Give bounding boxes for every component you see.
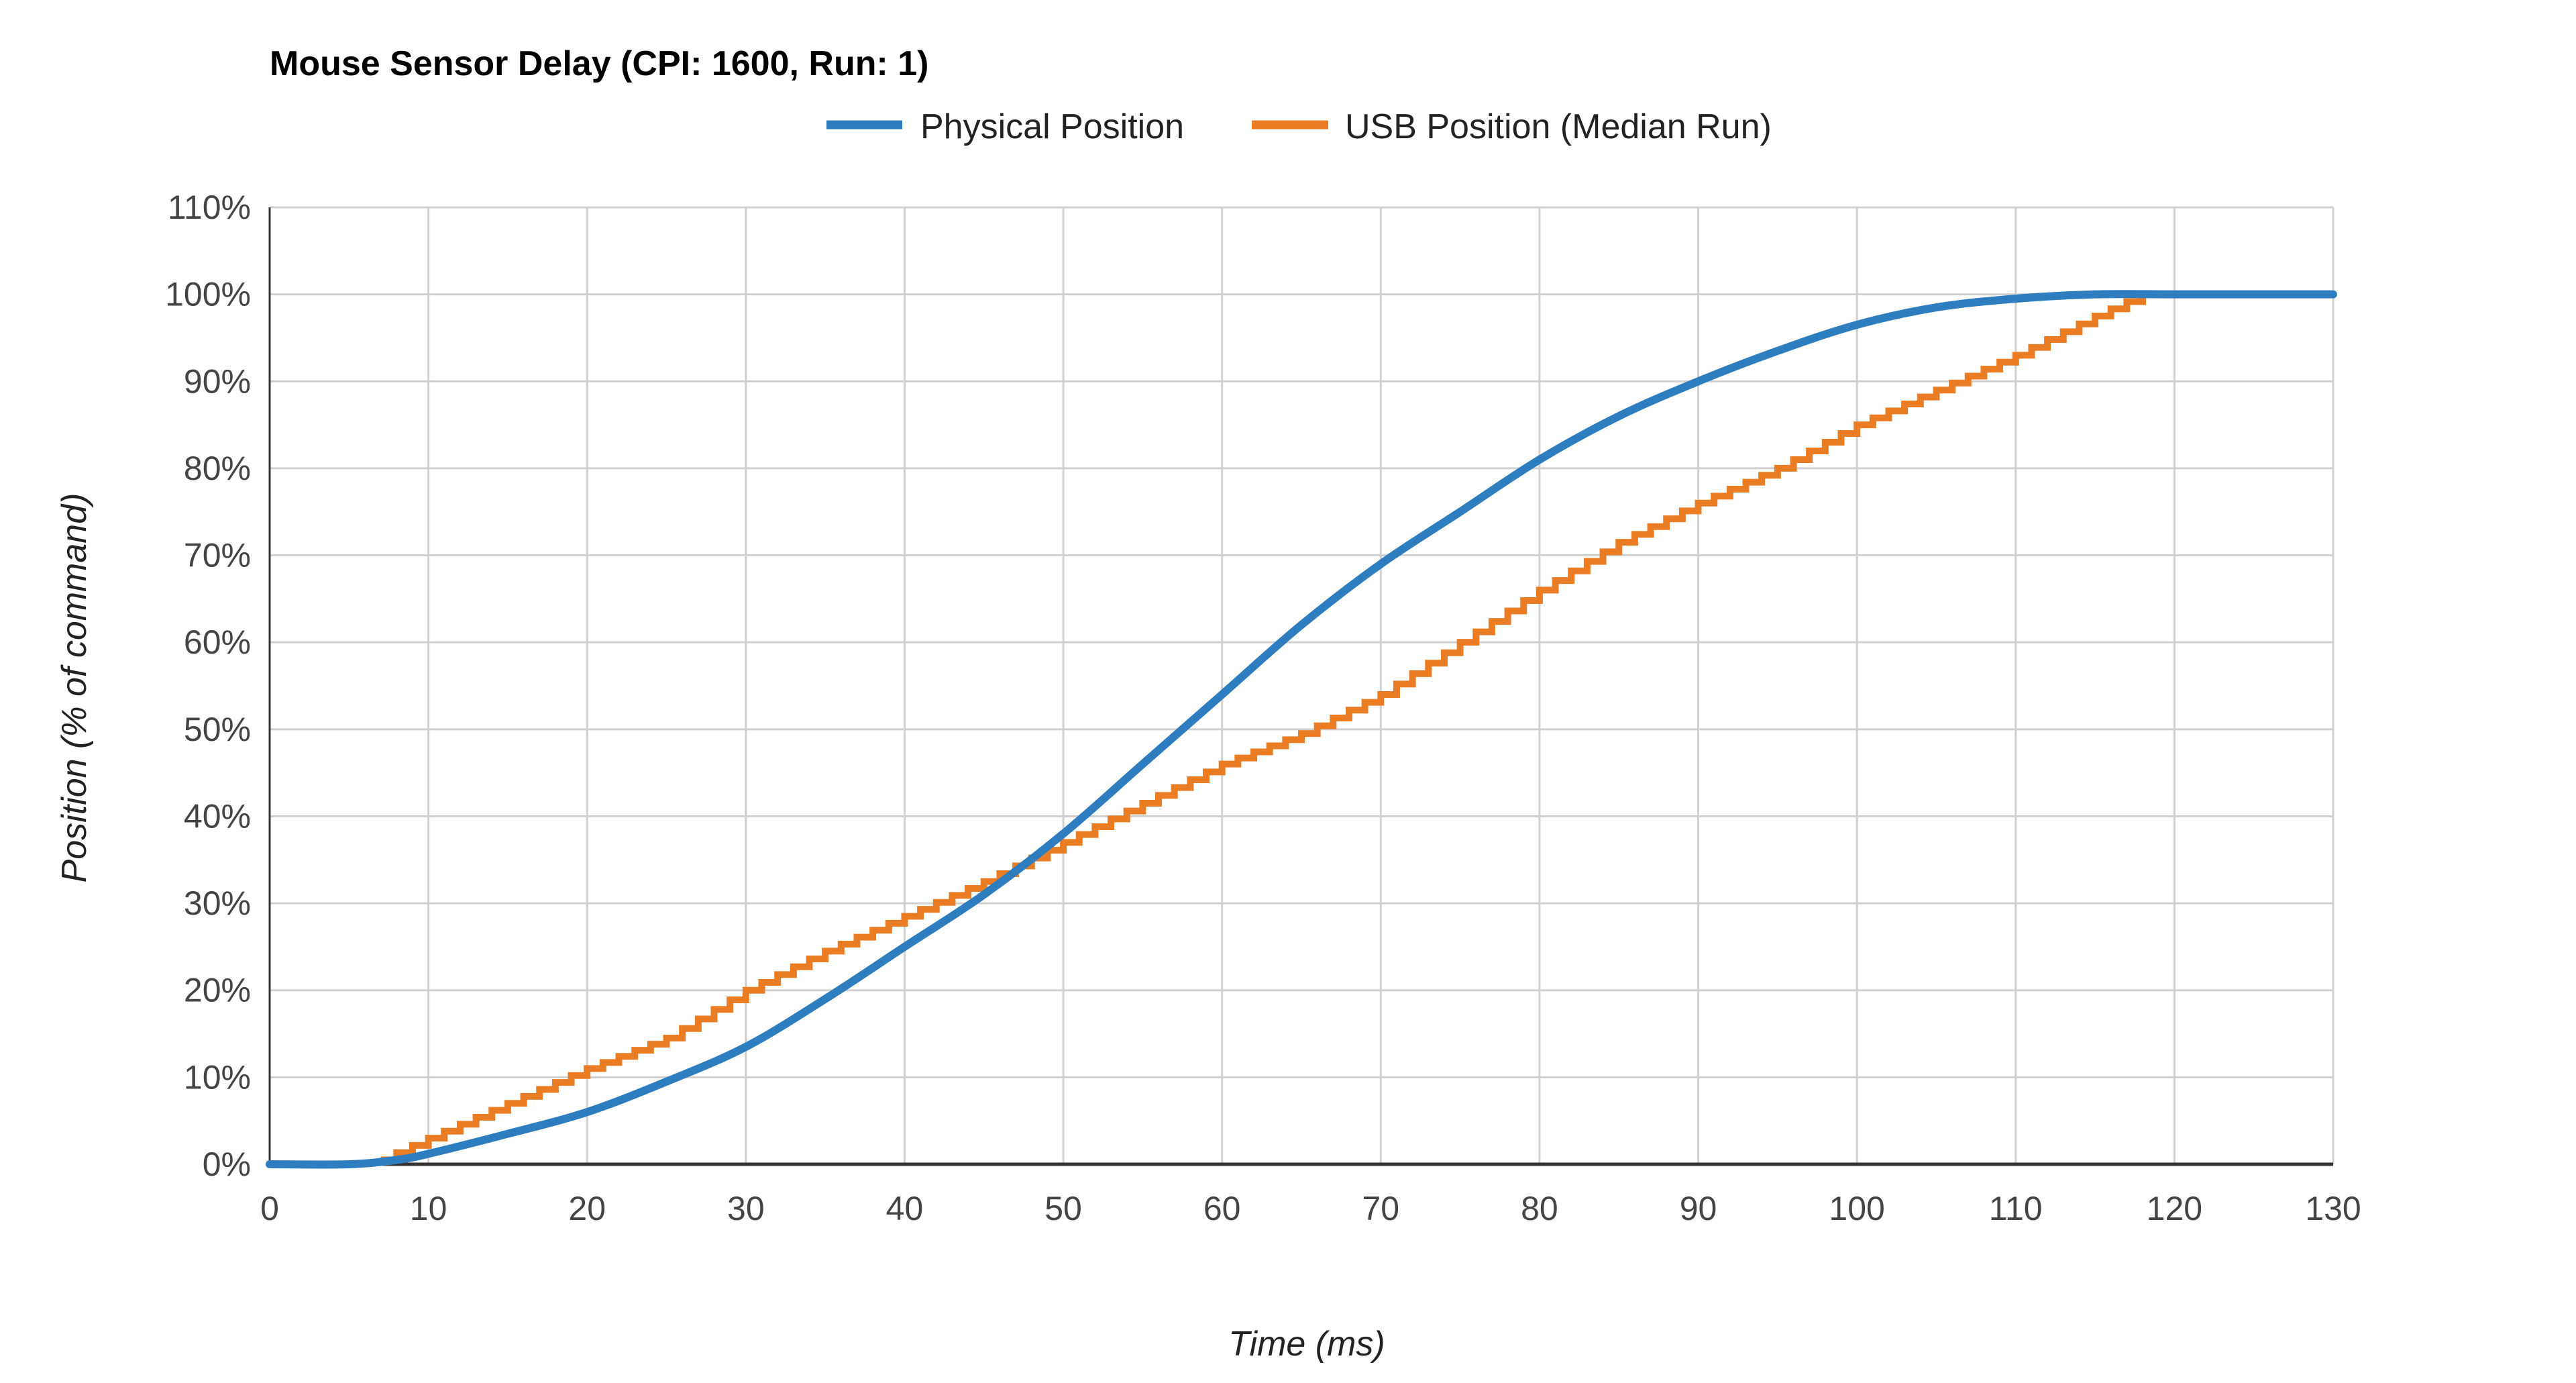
y-tick-label: 30%	[184, 884, 251, 922]
y-tick-label: 50%	[184, 711, 251, 748]
y-tick-label: 80%	[184, 450, 251, 487]
legend: Physical Position USB Position (Median R…	[826, 107, 1772, 146]
x-axis-ticks: 0 10 20 30 40 50 60 70 80 90 100 110 120 130	[260, 1190, 2361, 1227]
legend-label-usb-position: USB Position (Median Run)	[1345, 107, 1772, 146]
series-physical-position	[266, 290, 2337, 1169]
y-tick-label: 40%	[184, 797, 251, 835]
x-tick-label: 0	[260, 1190, 279, 1227]
gridlines	[268, 206, 2334, 1166]
x-tick-label: 30	[727, 1190, 765, 1227]
x-tick-label: 60	[1203, 1190, 1241, 1227]
x-axis-label: Time (ms)	[1228, 1325, 1385, 1364]
x-tick-label: 10	[410, 1190, 447, 1227]
y-axis-ticks: 0% 10% 20% 30% 40% 50% 60% 70% 80% 90% 100% 110%	[165, 189, 251, 1183]
series-lines	[266, 290, 2337, 1169]
y-tick-label: 20%	[184, 972, 251, 1009]
x-tick-label: 80	[1521, 1190, 1558, 1227]
x-tick-label: 20	[568, 1190, 606, 1227]
x-tick-label: 90	[1680, 1190, 1717, 1227]
y-tick-label: 100%	[165, 276, 251, 313]
y-tick-label: 10%	[184, 1058, 251, 1096]
x-tick-label: 130	[2305, 1190, 2361, 1227]
series-usb-position	[380, 294, 2147, 1164]
y-tick-label: 70%	[184, 537, 251, 574]
y-tick-label: 90%	[184, 362, 251, 400]
x-tick-label: 50	[1044, 1190, 1082, 1227]
x-tick-label: 40	[886, 1190, 924, 1227]
y-axis-label: Position (% of command)	[55, 493, 94, 883]
x-tick-label: 110	[1989, 1190, 2043, 1227]
x-tick-label: 120	[2147, 1190, 2202, 1227]
x-tick-label: 100	[1829, 1190, 1884, 1227]
y-tick-label: 110%	[168, 189, 251, 226]
x-tick-label: 70	[1362, 1190, 1399, 1227]
y-tick-label: 60%	[184, 623, 251, 661]
y-tick-label: 0%	[203, 1145, 251, 1183]
legend-label-physical-position: Physical Position	[920, 107, 1184, 146]
chart-title: Mouse Sensor Delay (CPI: 1600, Run: 1)	[270, 44, 929, 83]
